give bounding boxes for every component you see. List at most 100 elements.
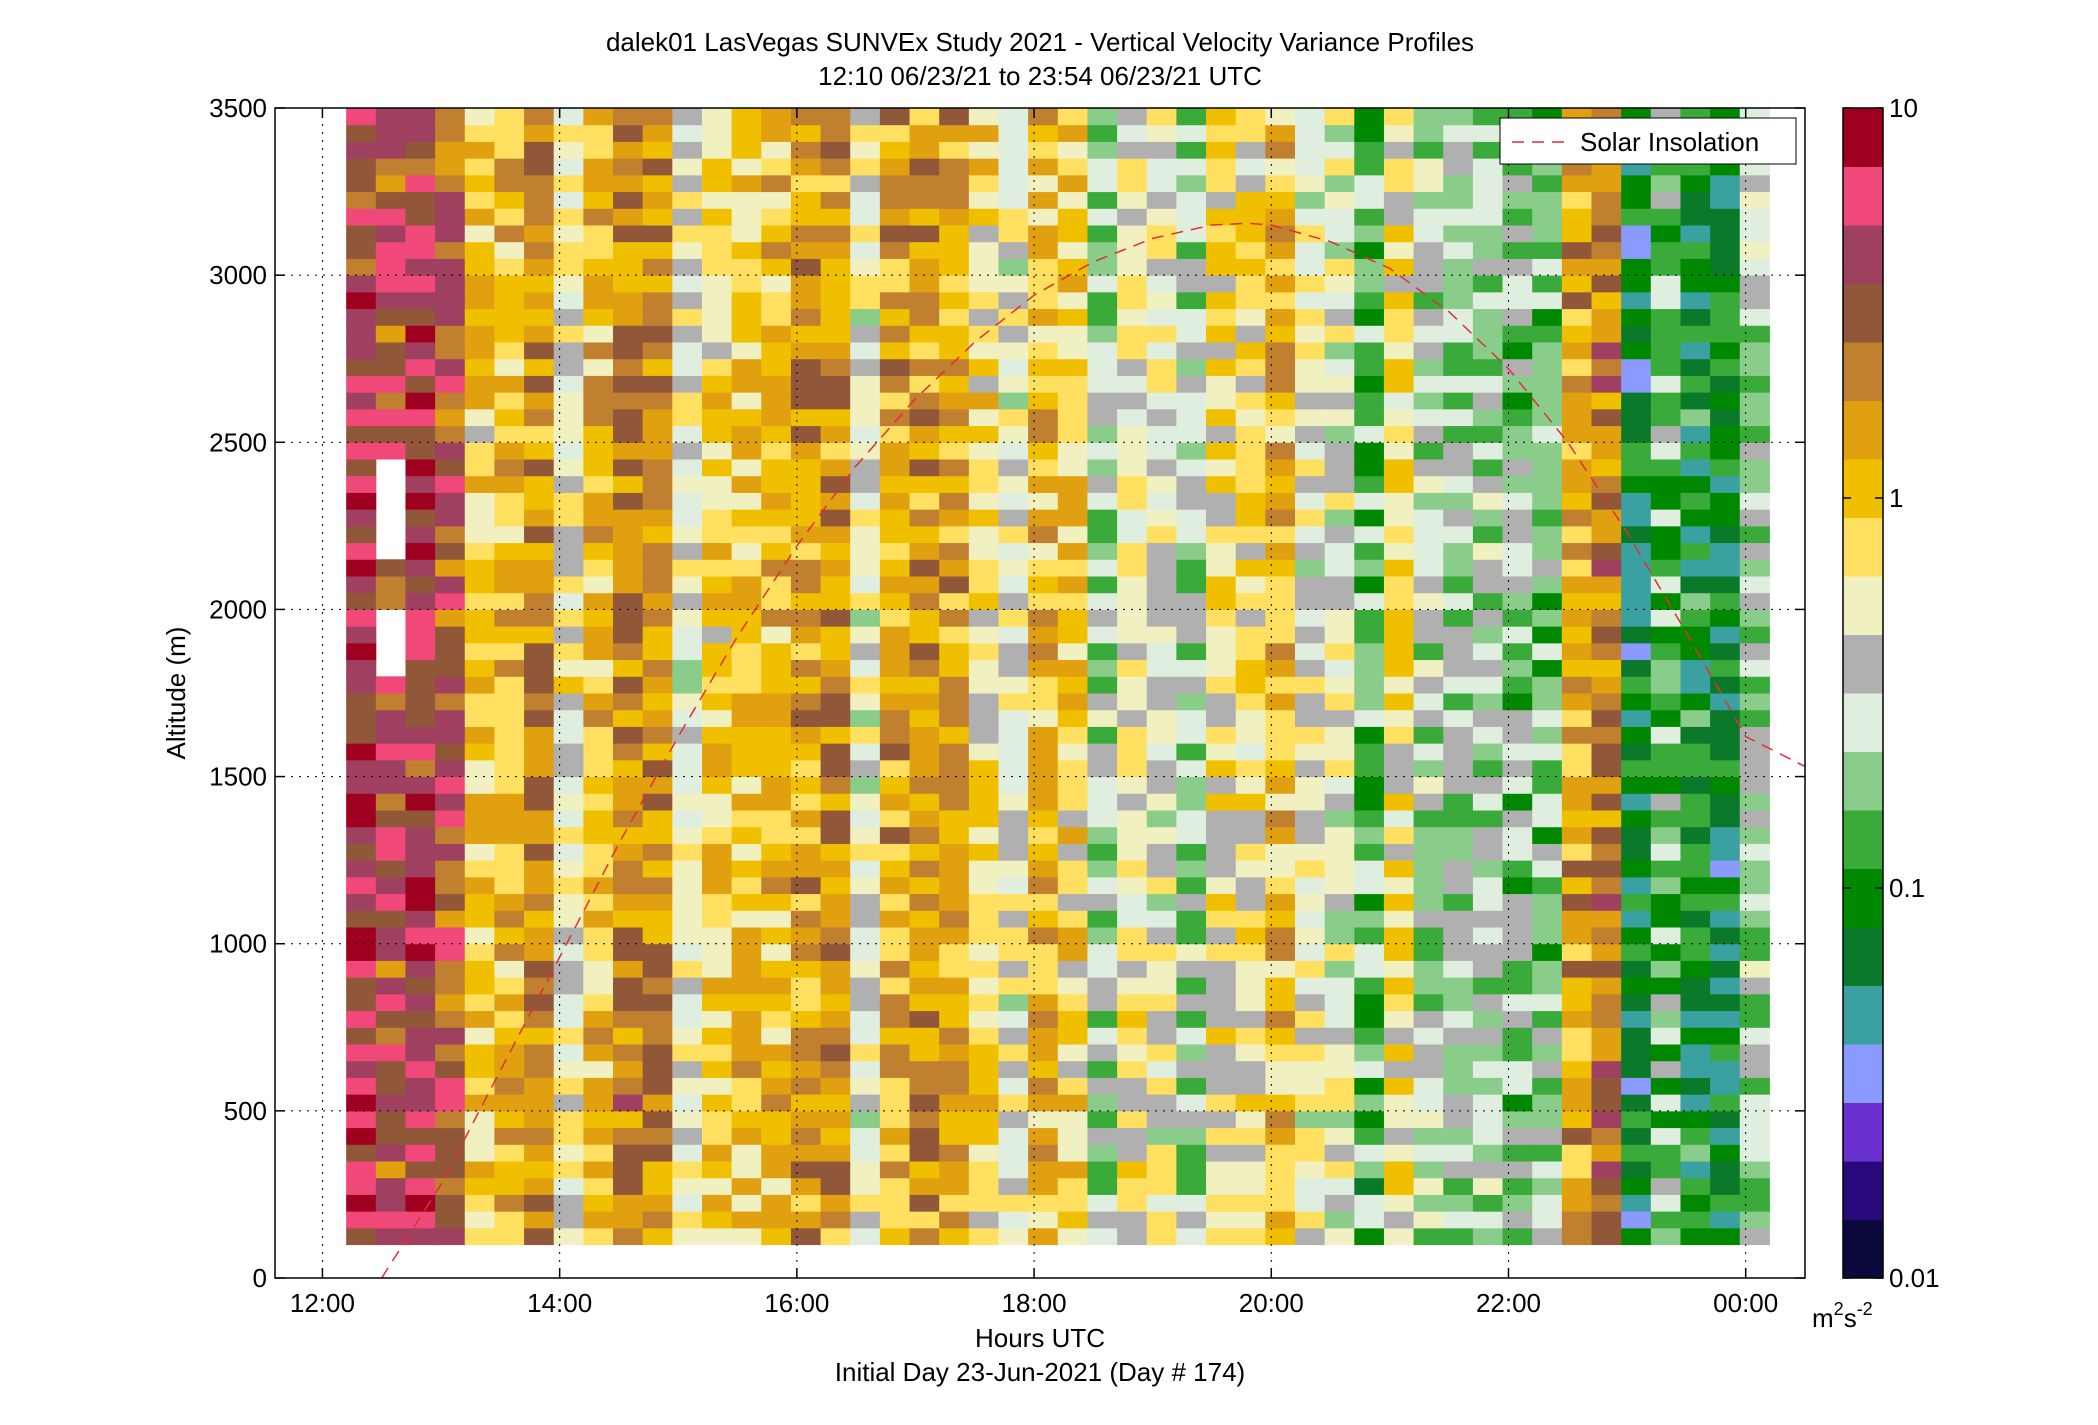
heatmap-cell (613, 1044, 644, 1062)
heatmap-cell (1028, 425, 1059, 443)
heatmap-cell (998, 1027, 1029, 1045)
heatmap-cell (553, 1127, 584, 1145)
heatmap-cell (613, 977, 644, 995)
heatmap-cell (879, 843, 911, 861)
heatmap-cell (1295, 1060, 1326, 1078)
heatmap-cell (1680, 960, 1711, 978)
heatmap-cell (1117, 141, 1148, 159)
heatmap-cell (375, 1110, 406, 1129)
heatmap-cell (642, 408, 673, 427)
heatmap-cell (820, 843, 851, 861)
heatmap-cell (1502, 609, 1533, 627)
heatmap-cell (1265, 1161, 1296, 1179)
heatmap-cell (553, 408, 584, 427)
heatmap-cell (1265, 1060, 1296, 1078)
heatmap-cell (731, 1010, 762, 1028)
heatmap-cell (998, 408, 1029, 427)
heatmap-cell (1235, 375, 1266, 393)
chart-title: dalek01 LasVegas SUNVEx Study 2021 - Ver… (606, 27, 1474, 57)
heatmap-cell (464, 258, 495, 276)
heatmap-cell (998, 826, 1029, 844)
heatmap-cell (790, 459, 822, 477)
heatmap-cell (701, 893, 733, 911)
heatmap-cell (1710, 308, 1741, 326)
heatmap-cell (346, 626, 377, 644)
heatmap-cell (790, 124, 822, 142)
heatmap-cell (1561, 358, 1593, 376)
heatmap-cell (1621, 1044, 1652, 1062)
heatmap-cell (642, 509, 673, 527)
heatmap-cell (346, 927, 377, 945)
heatmap-cell (879, 659, 911, 677)
heatmap-cell (375, 158, 406, 176)
heatmap-cell (1354, 108, 1385, 126)
heatmap-cell (968, 225, 999, 243)
heatmap-cell (375, 810, 406, 828)
heatmap-cell (1057, 392, 1088, 410)
heatmap-cell (1383, 442, 1415, 460)
heatmap-cell (583, 876, 614, 895)
heatmap-cell (1502, 392, 1533, 410)
heatmap-cell (1146, 1227, 1177, 1246)
heatmap-cell (435, 1144, 466, 1162)
heatmap-cell (1621, 726, 1652, 744)
heatmap-cell (1591, 1094, 1622, 1112)
heatmap-cell (613, 1010, 644, 1028)
heatmap-cell (1443, 208, 1474, 226)
heatmap-cell (494, 525, 525, 544)
heatmap-cell (1087, 459, 1118, 477)
heatmap-cell (1502, 759, 1533, 778)
heatmap-cell (1235, 174, 1266, 193)
heatmap-cell (494, 960, 525, 978)
heatmap-cell (1176, 659, 1207, 677)
heatmap-cell (820, 860, 851, 878)
heatmap-cell (1472, 927, 1504, 945)
heatmap-cell (1502, 592, 1533, 610)
heatmap-cell (375, 876, 406, 895)
heatmap-cell (1532, 676, 1563, 694)
heatmap-cell (1710, 910, 1741, 928)
heatmap-cell (1561, 1060, 1593, 1078)
heatmap-cell (1621, 375, 1652, 393)
heatmap-cell (820, 425, 851, 443)
heatmap-cell (1710, 442, 1741, 460)
heatmap-cell (1413, 826, 1444, 844)
heatmap-cell (1650, 174, 1681, 193)
heatmap-cell (1710, 1094, 1741, 1112)
heatmap-cell (464, 325, 495, 343)
heatmap-cell (1472, 793, 1504, 811)
heatmap-cell (998, 1060, 1029, 1078)
heatmap-cell (1206, 108, 1237, 126)
heatmap-cell (435, 291, 466, 310)
heatmap-cell (731, 993, 762, 1012)
heatmap-cell (731, 241, 762, 259)
heatmap-cell (850, 108, 881, 126)
heatmap-cell (968, 442, 999, 460)
heatmap-cell (1383, 325, 1415, 343)
heatmap-cell (524, 408, 555, 427)
heatmap-cell (613, 943, 644, 961)
heatmap-cell (939, 559, 970, 577)
heatmap-cell (1324, 1144, 1355, 1162)
heatmap-cell (761, 158, 792, 176)
heatmap-cell (1739, 1010, 1770, 1028)
heatmap-cell (1206, 693, 1237, 711)
heatmap-cell (1710, 977, 1741, 995)
heatmap-cell (1265, 475, 1296, 493)
heatmap-cell (405, 993, 436, 1012)
heatmap-cell (1710, 425, 1741, 443)
heatmap-cell (879, 592, 911, 610)
heatmap-cell (524, 893, 555, 911)
heatmap-cell (1235, 1127, 1266, 1145)
heatmap-cell (1383, 1060, 1415, 1078)
heatmap-cell (613, 810, 644, 828)
heatmap-cell (909, 1110, 940, 1129)
heatmap-cell (1235, 358, 1266, 376)
heatmap-cell (1117, 1127, 1148, 1145)
heatmap-cell (583, 1194, 614, 1212)
heatmap-cell (701, 509, 733, 527)
heatmap-cell (583, 392, 614, 410)
heatmap-cell (375, 860, 406, 878)
heatmap-cell (1265, 258, 1296, 276)
heatmap-cell (1413, 1177, 1444, 1195)
